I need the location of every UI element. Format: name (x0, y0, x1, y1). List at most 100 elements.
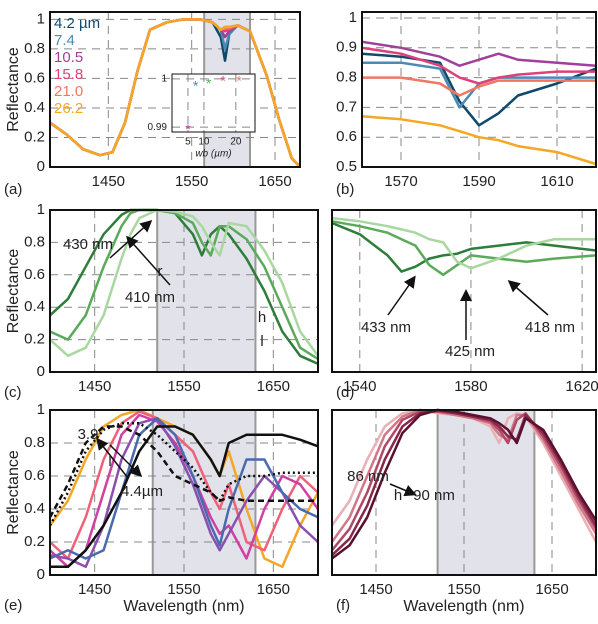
plot-frame (49, 409, 319, 576)
y-tick-label: 0.9 (336, 39, 357, 56)
plot-frame (49, 11, 301, 168)
annotation: 433 nm (361, 319, 411, 336)
y-tick-label: 0.7 (336, 98, 357, 115)
x-tick-label: 1540 (343, 378, 376, 395)
x-tick-label: 1450 (92, 173, 125, 190)
y-tick-label: 0.2 (24, 128, 45, 145)
arrow (387, 275, 416, 316)
plot-frame (331, 409, 597, 576)
series-line (362, 76, 596, 97)
series-line (331, 216, 596, 270)
scatter-point: * (236, 73, 242, 89)
x-axis-label: wb (µm) (195, 149, 231, 160)
x-tick-label: 1620 (565, 378, 598, 395)
scatter-point: * (206, 75, 212, 91)
annotation: 4.4µm (121, 483, 163, 500)
plot-frame (361, 11, 597, 168)
x-tick-label: 1570 (384, 173, 417, 190)
y-tick-label: 0.6 (24, 266, 45, 283)
y-tick-label: 0.8 (24, 233, 45, 250)
annotation: 430 nm (63, 236, 113, 253)
y-tick-label: 0 (37, 566, 45, 583)
y-tick-label: 0.8 (336, 69, 357, 86)
plot-frame (331, 209, 597, 373)
series-line (49, 208, 319, 366)
x-tick-label: 1590 (462, 173, 495, 190)
panel-label: (a) (4, 181, 22, 198)
x-axis-label: Wavelength (nm) (123, 598, 244, 615)
scatter-point: * (193, 77, 199, 93)
series-line (49, 208, 319, 361)
x-tick-label: 1550 (167, 581, 200, 598)
series-line (331, 221, 597, 273)
series-line (330, 408, 598, 543)
series-line (331, 408, 598, 560)
panel-label: (d) (336, 384, 354, 401)
scatter-point: * (185, 121, 191, 137)
highlight-band (157, 210, 256, 372)
arrow (389, 483, 417, 497)
y-tick-label: 0.8 (24, 40, 45, 57)
x-tick-label: 1550 (175, 173, 208, 190)
annotation: r (158, 263, 163, 280)
arrow (126, 235, 171, 286)
series-line (48, 421, 318, 527)
legend-entry: 10.5 (54, 49, 83, 66)
annotation: l (260, 333, 263, 350)
legend-entry: 15.8 (54, 66, 83, 83)
legend-entry: 4.2 µm (54, 15, 100, 32)
x-axis-label: Wavelength (nm) (403, 598, 524, 615)
legend-entry: 21.0 (54, 83, 83, 100)
panel-label: (f) (336, 597, 350, 614)
series-line (48, 425, 318, 518)
y-axis-label: Reflectance (5, 47, 22, 132)
y-tick-label: 0 (37, 363, 45, 380)
y-tick-label: 1 (37, 201, 45, 218)
y-tick-label: 0.6 (24, 69, 45, 86)
series-line (331, 408, 598, 557)
plot-area (172, 74, 255, 132)
y-tick-label: 0 (37, 158, 45, 175)
series-line (49, 18, 301, 168)
panel-label: (e) (4, 597, 22, 614)
panel-label: (b) (336, 181, 354, 198)
annotation: 3.9 (78, 426, 99, 443)
legend-entry: 7.4 (54, 32, 75, 49)
y-tick-label: 0.2 (24, 533, 45, 550)
y-axis-label: Reflectance (5, 450, 22, 535)
x-tick-label: 1580 (454, 378, 487, 395)
series-line (49, 410, 319, 560)
x-tick-label: 1450 (359, 581, 392, 598)
y-tick-label: 0.5 (336, 158, 357, 175)
series-line (49, 417, 319, 560)
panel-label: (c) (4, 384, 22, 401)
x-tick-label: 5 (185, 137, 191, 148)
x-tick-label: 10 (198, 137, 210, 148)
x-tick-label: 20 (230, 137, 242, 148)
y-tick-label: 0.4 (24, 298, 45, 315)
series-line (361, 40, 597, 67)
x-tick-label: 1650 (257, 378, 290, 395)
y-tick-label: 1 (349, 9, 357, 26)
annotation: 418 nm (525, 319, 575, 336)
annotation: 86 nm (347, 468, 389, 485)
y-tick-label: 0.4 (24, 99, 45, 116)
y-tick-label: 0.8 (24, 434, 45, 451)
annotation: 425 nm (445, 343, 495, 360)
series-line (330, 408, 598, 543)
x-tick-label: 1450 (78, 378, 111, 395)
annotation: l (108, 453, 111, 470)
y-tick-label: 1 (37, 401, 45, 418)
annotation: h (394, 487, 402, 504)
x-tick-label: 1450 (78, 581, 111, 598)
legend-entry: 26.2 (54, 100, 83, 117)
y-tick-label: 0.6 (24, 467, 45, 484)
x-tick-label: 1650 (535, 581, 568, 598)
x-tick-label: 1610 (540, 173, 573, 190)
series-line (361, 115, 597, 166)
series-line (49, 208, 320, 358)
arrow (96, 437, 129, 479)
x-tick-label: 1550 (167, 378, 200, 395)
annotation: 90 nm (413, 487, 455, 504)
